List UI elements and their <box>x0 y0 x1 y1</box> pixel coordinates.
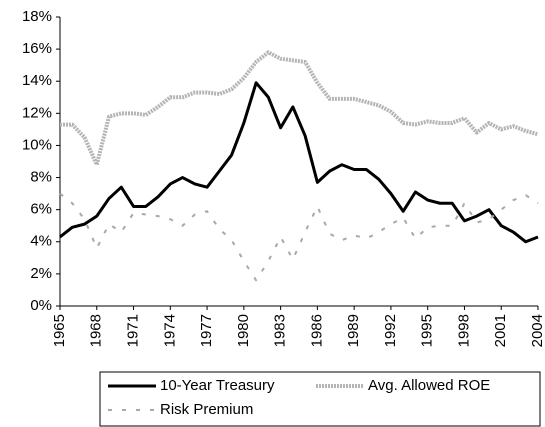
x-tick-label: 1992 <box>382 314 399 347</box>
legend-label: Risk Premium <box>160 401 253 418</box>
legend-box <box>99 371 541 427</box>
y-tick-label: 4% <box>30 233 52 250</box>
x-tick-label: 1968 <box>88 314 105 347</box>
y-tick-label: 14% <box>22 72 52 89</box>
y-tick-label: 8% <box>30 169 52 186</box>
legend-label: 10-Year Treasury <box>160 377 275 394</box>
y-tick-label: 12% <box>22 104 52 121</box>
y-tick-label: 6% <box>30 201 52 218</box>
x-tick-label: 1998 <box>455 314 472 347</box>
y-tick-label: 10% <box>22 136 52 153</box>
series-line <box>59 192 539 282</box>
x-tick-label: 1965 <box>51 314 68 347</box>
y-tick-label: 18% <box>22 8 52 25</box>
x-tick-label: 1974 <box>161 314 178 347</box>
series-line <box>59 81 539 244</box>
x-tick-label: 1995 <box>419 314 436 347</box>
legend-label: Avg. Allowed ROE <box>368 377 490 394</box>
y-tick-label: 0% <box>30 297 52 314</box>
y-tick-label: 16% <box>22 40 52 57</box>
x-tick-label: 1983 <box>272 314 289 347</box>
series-line <box>60 50 539 167</box>
x-tick-label: 1989 <box>345 314 362 347</box>
x-tick-label: 1977 <box>198 314 215 347</box>
x-tick-label: 2004 <box>529 314 545 347</box>
x-tick-label: 1971 <box>125 314 142 347</box>
x-tick-label: 1980 <box>235 314 252 347</box>
y-tick-label: 2% <box>30 265 52 282</box>
x-tick-label: 2001 <box>492 314 509 347</box>
x-tick-label: 1986 <box>308 314 325 347</box>
